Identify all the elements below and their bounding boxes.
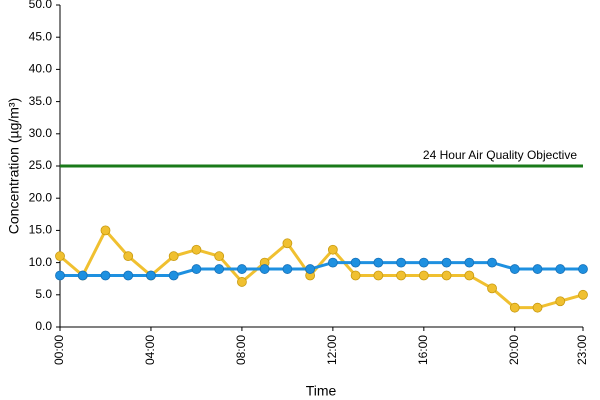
- data-point: [509, 264, 520, 274]
- data-point: [214, 264, 225, 274]
- x-tick-label: 00:00: [52, 335, 66, 365]
- y-tick-label: 25.0: [29, 158, 53, 172]
- data-point: [123, 270, 134, 281]
- data-point: [418, 257, 429, 268]
- data-point: [578, 289, 588, 300]
- data-point: [509, 302, 520, 313]
- x-tick-label: 08:00: [234, 335, 248, 365]
- data-point: [418, 270, 429, 281]
- data-point: [441, 270, 452, 281]
- data-point: [237, 264, 247, 274]
- x-tick-label: 04:00: [143, 335, 157, 365]
- data-point: [259, 264, 270, 274]
- data-point: [100, 225, 111, 236]
- x-tick-label: 23:00: [575, 335, 589, 365]
- data-point: [578, 264, 588, 274]
- data-point: [464, 257, 475, 268]
- data-point: [305, 264, 316, 274]
- data-point: [327, 257, 338, 268]
- data-point: [282, 238, 293, 249]
- y-tick-label: 10.0: [29, 255, 53, 269]
- data-point: [350, 270, 361, 281]
- data-point: [464, 270, 475, 281]
- x-tick-label: 12:00: [325, 335, 339, 365]
- x-axis-label: Time: [306, 383, 337, 399]
- data-point: [487, 257, 497, 268]
- x-tick-label: 20:00: [507, 335, 521, 365]
- data-point: [237, 277, 247, 287]
- data-point: [168, 251, 179, 262]
- data-point: [55, 270, 65, 281]
- y-tick-label: 0.0: [35, 319, 52, 333]
- y-tick-label: 15.0: [29, 223, 53, 237]
- data-point: [100, 270, 111, 281]
- data-point: [373, 270, 384, 281]
- y-tick-label: 20.0: [29, 190, 53, 204]
- y-tick-label: 5.0: [35, 287, 52, 301]
- data-point: [350, 257, 361, 268]
- data-point: [555, 264, 566, 274]
- data-point: [396, 257, 406, 268]
- data-point: [123, 251, 134, 262]
- data-point: [282, 264, 293, 274]
- data-point: [214, 251, 225, 262]
- data-point: [77, 270, 88, 281]
- data-point: [441, 257, 452, 268]
- x-tick-label: 16:00: [416, 335, 430, 365]
- data-point: [487, 283, 497, 294]
- data-point: [191, 264, 202, 274]
- data-point: [55, 251, 65, 262]
- y-tick-label: 35.0: [29, 94, 53, 108]
- reference-label: 24 Hour Air Quality Objective: [423, 148, 577, 162]
- data-point: [168, 270, 179, 281]
- y-tick-label: 45.0: [29, 29, 53, 43]
- data-point: [396, 270, 406, 281]
- data-point: [191, 244, 202, 255]
- series-line: [59, 227, 584, 310]
- data-point: [146, 270, 156, 281]
- y-axis-label: Concentration (µg/m³): [6, 98, 22, 234]
- data-point: [373, 257, 384, 268]
- y-tick-label: 40.0: [29, 62, 53, 76]
- y-tick-label: 50.0: [29, 0, 53, 11]
- data-point: [555, 296, 566, 307]
- data-point: [532, 302, 543, 313]
- data-point: [532, 264, 543, 274]
- y-tick-label: 30.0: [29, 126, 53, 140]
- data-point: [327, 244, 338, 255]
